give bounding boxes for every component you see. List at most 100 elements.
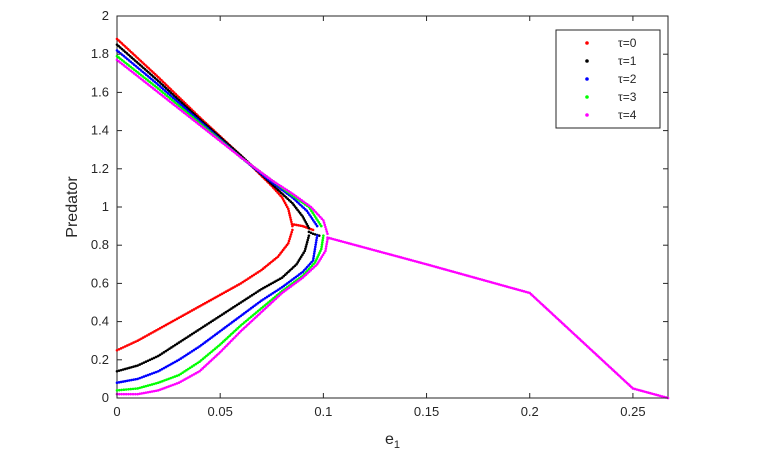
series-4-point [300, 199, 303, 202]
series-4-point [274, 181, 277, 184]
series-3-point [179, 105, 182, 109]
series-3-point [127, 387, 130, 391]
series-1-point [132, 365, 135, 368]
series-3-point [320, 243, 324, 246]
series-2-point [119, 380, 123, 384]
series-1-point [162, 351, 166, 354]
series-0-point [289, 235, 292, 238]
series-1-point [207, 321, 211, 325]
series-3-point [179, 372, 183, 376]
series-3-point [175, 103, 179, 106]
series-2-point [126, 379, 129, 383]
series-1-point [304, 247, 307, 251]
series-4-point [326, 238, 329, 241]
series-4-point [272, 180, 275, 183]
series-3-point [265, 302, 268, 306]
series-4-point [305, 203, 309, 206]
series-2-point [141, 70, 145, 74]
series-2-point [117, 381, 121, 384]
series-4-point [294, 195, 298, 198]
series-3-point [174, 101, 177, 105]
series-2-point [312, 219, 315, 222]
series-1-point [232, 306, 235, 309]
series-2-point [131, 61, 134, 65]
series-3-point [316, 219, 319, 222]
series-1-point [181, 338, 184, 342]
series-4-point [144, 391, 148, 394]
series-0-point [254, 272, 258, 275]
series-3-point [167, 95, 170, 99]
series-3-point [208, 351, 212, 355]
series-3-point [183, 370, 186, 373]
series-1-point [222, 312, 226, 315]
series-2-point [267, 294, 271, 298]
series-4-point [236, 333, 239, 336]
series-2-point [314, 243, 317, 246]
series-1-point [188, 334, 192, 337]
series-4-point [270, 178, 274, 182]
series-2-point [138, 376, 142, 380]
series-2-point [194, 347, 198, 351]
series-0-point [289, 218, 293, 221]
series-0-point [280, 196, 284, 199]
series-3-point [313, 215, 317, 218]
series-4-point [314, 210, 317, 214]
series-4-point [649, 391, 652, 395]
series-3-point [154, 381, 158, 385]
x-axis-ticks: 0 0.05 0.1 0.15 0.2 0.25 [113, 16, 646, 419]
series-1-point [117, 369, 121, 372]
y-tick-label: 0.6 [91, 275, 109, 290]
series-2-point [134, 377, 137, 381]
series-4-point [312, 209, 316, 212]
series-4-point [154, 389, 158, 393]
series-1-point [298, 257, 302, 260]
series-1-point [192, 331, 196, 335]
series-4-point [651, 392, 654, 396]
series-4-point [319, 257, 323, 260]
series-4-point [298, 197, 302, 201]
series-2-point [148, 76, 151, 79]
series-3-point [173, 375, 177, 378]
series-1-point [160, 352, 164, 355]
series-3-point [203, 356, 207, 359]
series-2-point [181, 356, 184, 359]
series-3-point [196, 361, 199, 365]
series-4-point [653, 392, 656, 396]
x-axis-label: e1 [385, 431, 400, 451]
series-4-point [647, 391, 650, 394]
series-4-point [317, 261, 320, 264]
series-0-point [288, 214, 292, 217]
series-3-point [120, 388, 123, 392]
series-1-point [228, 308, 231, 312]
series-2-point [314, 222, 318, 226]
series-1-point [196, 329, 199, 332]
series-3-point [254, 311, 258, 314]
series-4-point [318, 215, 322, 219]
series-2-point [312, 254, 316, 258]
series-3-point [321, 241, 324, 244]
series-3-point [158, 88, 162, 92]
series-1-point [166, 348, 169, 352]
series-2-point [130, 378, 133, 382]
series-4-point [322, 251, 326, 255]
x-tick-label: 0.05 [208, 404, 233, 419]
series-1-point [304, 245, 308, 248]
x-tick-label: 0 [113, 404, 120, 419]
legend-box [555, 29, 661, 129]
x-tick-label: 0.1 [314, 404, 332, 419]
series-3-point [138, 386, 142, 390]
series-2-point [127, 59, 131, 62]
series-3-point [152, 382, 156, 386]
series-1-point [144, 360, 148, 364]
series-0-point [134, 340, 137, 343]
series-2-point [115, 381, 119, 385]
series-1-point [307, 234, 311, 237]
series-3-point [320, 247, 323, 251]
series-1-point [170, 346, 173, 349]
series-1-point [179, 340, 183, 343]
legend-marker [585, 77, 589, 81]
series-0-point [132, 341, 135, 344]
series-0-point [239, 282, 243, 285]
series-4-point [161, 387, 164, 391]
series-1-point [307, 226, 311, 230]
